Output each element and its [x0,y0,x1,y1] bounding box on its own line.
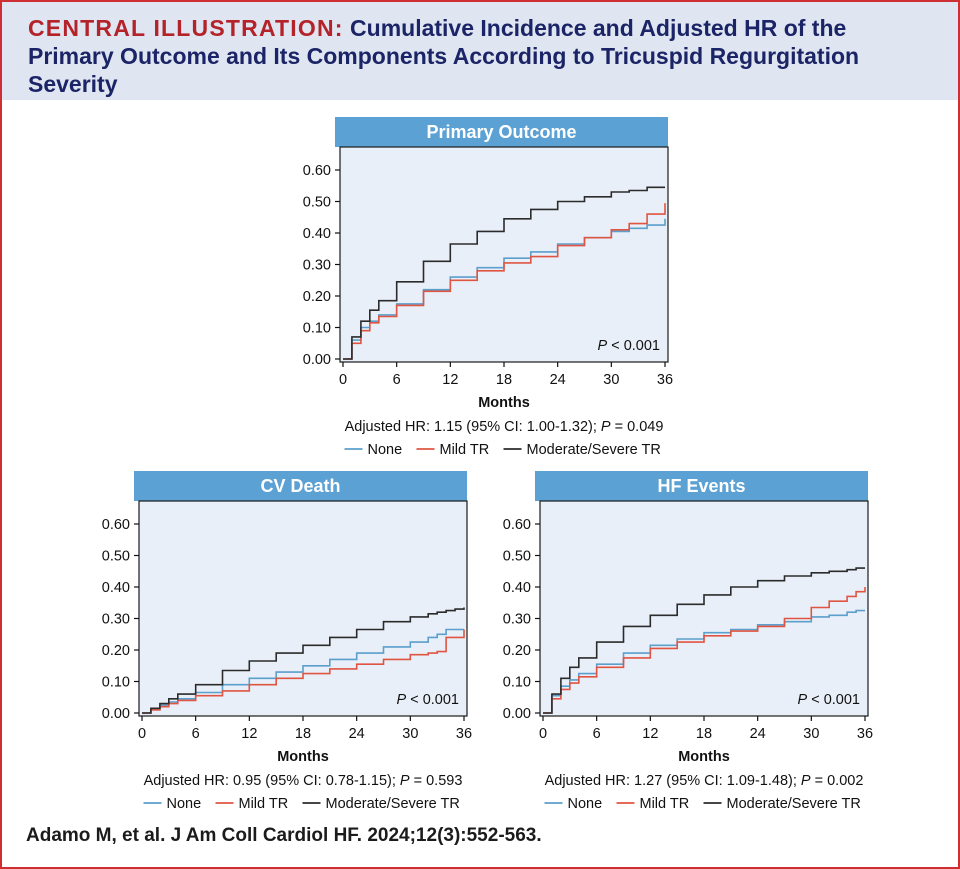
x-tick-label: 30 [603,372,619,388]
y-tick-label: 0.30 [303,258,331,274]
citation: Adamo M, et al. J Am Coll Cardiol HF. 20… [26,825,542,846]
curve-mild-tr [543,587,866,714]
y-tick-label: 0.20 [102,643,130,659]
x-tick-label: 24 [750,726,766,742]
header-band: CENTRAL ILLUSTRATION: Cumulative Inciden… [2,2,958,100]
x-tick-label: 6 [192,726,200,742]
legend-label-moderate-severe-tr: Moderate/Severe TR [527,442,661,458]
x-tick-label: 24 [550,372,566,388]
x-tick-label: 24 [349,726,365,742]
p-value-symbol: P [598,338,608,354]
hr-p-symbol: P [601,419,611,435]
plot-area [339,146,669,363]
legend-label-none: None [167,796,202,812]
hr-estimate: Adjusted HR: 1.27 (95% CI: 1.09-1.48); [545,773,801,789]
x-axis-title: Months [277,749,329,765]
x-tick-label: 18 [496,372,512,388]
y-tick-label: 0.40 [503,580,531,596]
y-tick-label: 0.00 [303,352,331,368]
y-tick-label: 0.40 [303,226,331,242]
plot-area [539,500,869,717]
y-tick-label: 0.60 [503,517,531,533]
hr-p-symbol: P [801,773,811,789]
hr-p-value: = 0.002 [811,773,864,789]
y-tick-label: 0.50 [303,195,331,211]
y-tick-label: 0.00 [102,706,130,722]
x-tick-label: 12 [241,726,257,742]
chart-cv-death: CV Death 0.00 0.10 0.20 0.30 0.40 0.50 0.60 0 6 12… [102,471,472,812]
title-lead: CENTRAL ILLUSTRATION: [28,15,344,41]
panel-title-strip [535,471,868,501]
adjusted-hr-text: Adjusted HR: 1.27 (95% CI: 1.09-1.48); P… [545,773,864,789]
legend-label-mild-tr: Mild TR [640,796,690,812]
p-value-symbol: P [397,692,407,708]
legend-label-mild-tr: Mild TR [440,442,490,458]
adjusted-hr-text: Adjusted HR: 1.15 (95% CI: 1.00-1.32); P… [345,419,664,435]
hr-estimate: Adjusted HR: 1.15 (95% CI: 1.00-1.32); [345,419,601,435]
x-tick-label: 0 [138,726,146,742]
x-tick-label: 12 [642,726,658,742]
hr-estimate: Adjusted HR: 0.95 (95% CI: 0.78-1.15); [144,773,400,789]
y-tick-label: 0.60 [303,163,331,179]
panel-title: CV Death [260,476,340,496]
chart-hf-events: HF Events 0.00 0.10 0.20 0.30 0.40 0.50 0.60 0 6 1… [503,471,873,812]
y-tick-label: 0.30 [102,612,130,628]
y-tick-label: 0.10 [303,321,331,337]
y-tick-label: 0.10 [102,675,130,691]
x-tick-label: 0 [339,372,347,388]
curve-moderate-severe-tr [343,186,665,360]
p-value-annotation: P < 0.001 [397,692,459,708]
plot-area [138,500,468,717]
y-tick-label: 0.40 [102,580,130,596]
x-tick-label: 36 [857,726,873,742]
x-tick-label: 6 [393,372,401,388]
y-tick-label: 0.20 [503,643,531,659]
curve-mild-tr [343,203,666,360]
y-tick-label: 0.60 [102,517,130,533]
p-value-text: < 0.001 [607,338,660,354]
legend-label-moderate-severe-tr: Moderate/Severe TR [727,796,861,812]
p-value-symbol: P [798,692,808,708]
title-rest: Cumulative Incidence and Adjusted HR of … [28,15,860,97]
y-tick-label: 0.00 [503,706,531,722]
y-tick-label: 0.50 [102,549,130,565]
x-tick-label: 30 [803,726,819,742]
p-value-text: < 0.001 [807,692,860,708]
y-tick-label: 0.20 [303,289,331,305]
curve-moderate-severe-tr [142,607,465,714]
x-tick-label: 0 [539,726,547,742]
p-value-annotation: P < 0.001 [798,692,860,708]
y-tick-label: 0.30 [503,612,531,628]
x-tick-label: 12 [442,372,458,388]
adjusted-hr-text: Adjusted HR: 0.95 (95% CI: 0.78-1.15); P… [144,773,463,789]
y-tick-label: 0.50 [503,549,531,565]
legend-label-moderate-severe-tr: Moderate/Severe TR [326,796,460,812]
x-tick-label: 6 [593,726,601,742]
x-tick-label: 30 [402,726,418,742]
panel-title: HF Events [657,476,745,496]
panel-title-strip [335,117,668,147]
x-tick-label: 36 [657,372,673,388]
chart-primary-outcome: Primary Outcome 0.00 0.10 0.20 0.30 0.40 0.50 0… [303,117,673,458]
p-value-annotation: P < 0.001 [598,338,660,354]
x-axis-title: Months [678,749,730,765]
curve-moderate-severe-tr [543,567,865,714]
page-title: CENTRAL ILLUSTRATION: Cumulative Inciden… [28,14,928,98]
x-tick-label: 18 [295,726,311,742]
hr-p-value: = 0.593 [410,773,463,789]
x-tick-label: 18 [696,726,712,742]
x-tick-label: 36 [456,726,472,742]
p-value-text: < 0.001 [406,692,459,708]
panel-title-strip [134,471,467,501]
legend-label-none: None [568,796,603,812]
hr-p-symbol: P [400,773,410,789]
panel-title: Primary Outcome [426,122,576,142]
y-tick-label: 0.10 [503,675,531,691]
legend-label-none: None [368,442,403,458]
hr-p-value: = 0.049 [611,419,664,435]
x-axis-title: Months [478,395,530,411]
legend-label-mild-tr: Mild TR [239,796,289,812]
